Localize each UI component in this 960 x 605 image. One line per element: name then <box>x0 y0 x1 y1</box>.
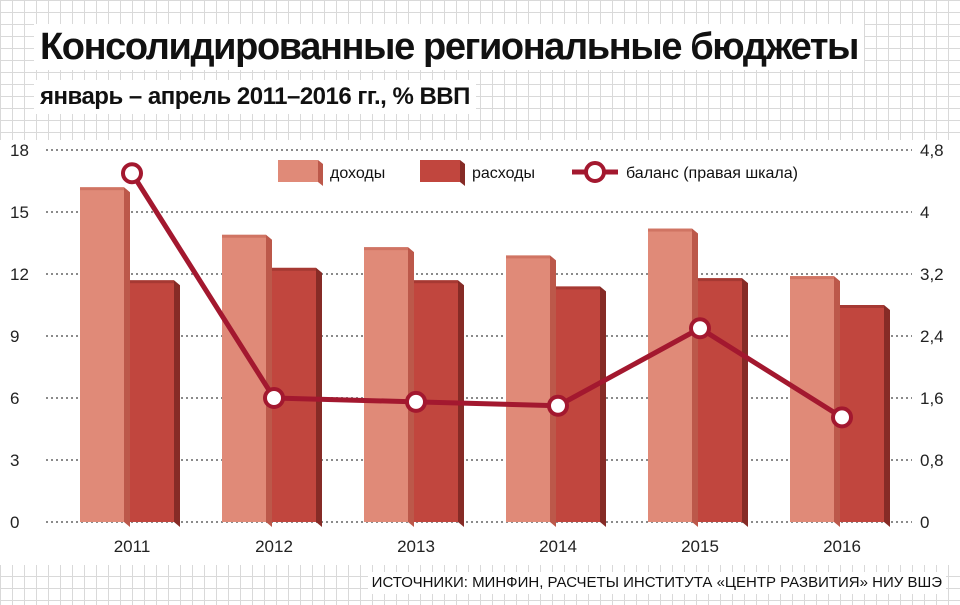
bar-side <box>550 255 556 527</box>
y2-tick-label: 3,2 <box>920 265 944 284</box>
y2-tick-label: 4 <box>920 203 929 222</box>
legend: доходы расходы баланс (правая шкала) <box>268 155 813 191</box>
bar-top <box>506 255 550 259</box>
y-tick-label: 3 <box>10 451 19 470</box>
bar-top <box>698 278 742 282</box>
y2-tick-label: 2,4 <box>920 327 944 346</box>
bar-income <box>364 247 414 527</box>
gridlines <box>46 149 912 523</box>
chart-subtitle: январь – апрель 2011–2016 гг., % ВВП <box>34 80 476 114</box>
x-tick-label: 2013 <box>397 537 435 556</box>
y2-tick-label: 0,8 <box>920 451 944 470</box>
bar-top <box>80 187 124 191</box>
balance-point <box>831 406 853 429</box>
bar-front <box>506 255 550 522</box>
y-tick-label: 15 <box>10 203 29 222</box>
bar-side <box>884 305 890 527</box>
x-tick-label: 2016 <box>823 537 861 556</box>
balance-point <box>689 317 711 340</box>
bar-top <box>364 247 408 251</box>
x-tick-label: 2011 <box>114 537 151 556</box>
y-tick-label: 18 <box>10 141 29 160</box>
y2-tick-label: 1,6 <box>920 389 944 408</box>
balance-point <box>547 394 569 417</box>
bar-top <box>130 280 174 284</box>
bar-front <box>80 187 124 522</box>
bar-top <box>222 234 266 238</box>
legend-label-income: доходы <box>330 165 385 182</box>
bar-income <box>648 228 698 528</box>
balance-line <box>121 162 853 429</box>
x-tick-label: 2012 <box>255 537 293 556</box>
left-axis: 0 3 6 9 12 15 18 <box>10 141 29 532</box>
bar-income <box>80 187 130 527</box>
legend-item-expense: расходы <box>420 160 535 186</box>
legend-item-income: доходы <box>278 160 385 186</box>
bar-front <box>364 247 408 522</box>
bar-side <box>600 286 606 527</box>
bar-side <box>266 234 272 527</box>
bar-side <box>174 280 180 527</box>
bar-side <box>408 247 414 527</box>
bar-top <box>272 267 316 271</box>
y-tick-label: 9 <box>10 327 19 346</box>
right-axis: 0 0,8 1,6 2,4 3,2 4 4,8 <box>920 141 944 532</box>
chart-title: Консолидированные региональные бюджеты <box>34 24 865 70</box>
y2-tick-label: 4,8 <box>920 141 944 160</box>
bar-front <box>648 228 692 523</box>
y2-tick-label: 0 <box>920 513 929 532</box>
balance-polyline <box>129 171 844 420</box>
bar-front <box>130 280 174 522</box>
bar-front <box>698 278 742 522</box>
bar-side <box>834 276 840 527</box>
bar-expense <box>698 278 748 527</box>
y-tick-label: 6 <box>10 389 19 408</box>
x-tick-label: 2014 <box>539 537 577 556</box>
legend-item-balance: баланс (правая шкала) <box>572 161 798 183</box>
balance-point <box>263 387 285 409</box>
source-note: ИСТОЧНИКИ: МИНФИН, РАСЧЕТЫ ИНСТИТУТА «ЦЕ… <box>367 572 946 594</box>
y-tick-label: 0 <box>10 513 19 532</box>
bar-top <box>648 228 692 232</box>
legend-label-expense: расходы <box>472 165 535 182</box>
y-tick-label: 12 <box>10 265 29 284</box>
bar-side <box>692 228 698 528</box>
bar-top <box>556 286 600 290</box>
balance-point <box>405 390 427 413</box>
bar-top <box>790 276 834 280</box>
bar-top <box>414 280 458 284</box>
balance-point <box>121 162 143 185</box>
x-tick-label: 2015 <box>681 537 719 556</box>
legend-label-balance: баланс (правая шкала) <box>626 165 798 182</box>
bar-expense <box>130 280 180 527</box>
bar-top <box>840 305 884 308</box>
bar-income <box>506 255 556 527</box>
bar-side <box>742 278 748 527</box>
bar-side <box>124 187 130 527</box>
x-axis: 2011 2012 2013 2014 2015 2016 <box>114 537 861 556</box>
